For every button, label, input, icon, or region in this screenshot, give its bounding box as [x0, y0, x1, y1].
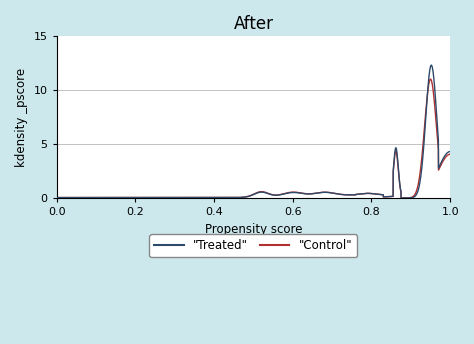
Y-axis label: kdensity _pscore: kdensity _pscore [15, 67, 28, 166]
Legend: "Treated", "Control": "Treated", "Control" [149, 235, 357, 257]
Title: After: After [233, 15, 273, 33]
X-axis label: Propensity score: Propensity score [205, 223, 302, 236]
